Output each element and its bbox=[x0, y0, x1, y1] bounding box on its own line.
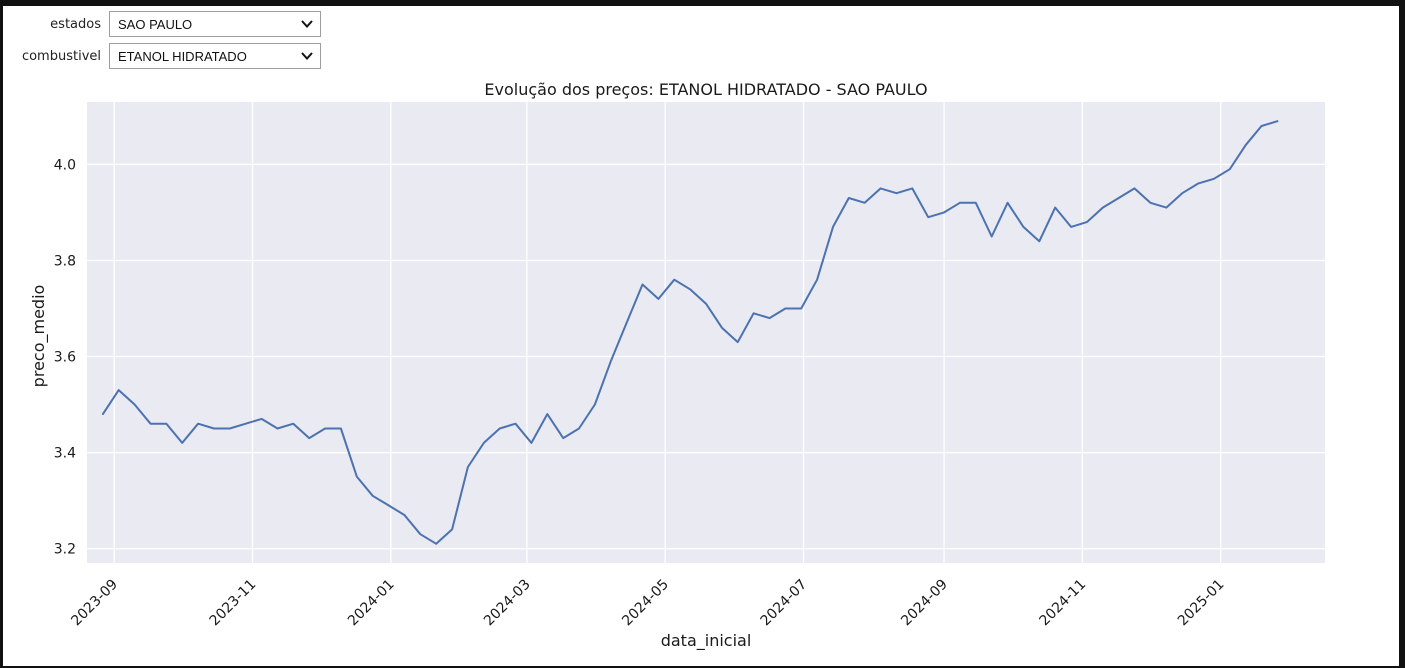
y-tick-label: 3.8 bbox=[54, 253, 76, 269]
x-tick-label: 2024-03 bbox=[481, 577, 534, 630]
combustivel-label: combustivel bbox=[21, 48, 101, 64]
x-tick-label: 2023-09 bbox=[68, 577, 121, 630]
combustivel-dropdown[interactable]: ETANOL HIDRATADO bbox=[109, 43, 321, 69]
price-chart: Evolução dos preços: ETANOL HIDRATADO - … bbox=[29, 80, 1325, 651]
y-tick-label: 3.2 bbox=[54, 542, 76, 558]
x-tick-label: 2025-01 bbox=[1175, 577, 1228, 630]
x-tick-label: 2024-01 bbox=[345, 577, 398, 630]
combustivel-control: combustivel ETANOL HIDRATADO bbox=[3, 42, 321, 70]
x-tick-label: 2024-09 bbox=[898, 577, 951, 630]
grid-lines bbox=[87, 102, 1325, 563]
notebook-output: estados SAO PAULO combustivel ETANOL HID… bbox=[3, 6, 1399, 666]
combustivel-value: ETANOL HIDRATADO bbox=[118, 48, 247, 64]
x-tick-label: 2023-11 bbox=[207, 577, 260, 630]
x-tick-label: 2024-07 bbox=[758, 577, 811, 630]
estados-value: SAO PAULO bbox=[118, 16, 193, 32]
chevron-down-icon bbox=[301, 20, 313, 28]
chevron-down-icon bbox=[301, 52, 313, 60]
series-lines bbox=[101, 120, 1279, 545]
y-tick-label: 3.4 bbox=[54, 446, 76, 462]
y-axis-label: preco_medio bbox=[29, 285, 49, 388]
y-tick-label: 4.0 bbox=[54, 157, 76, 173]
x-axis-label: data_inicial bbox=[661, 631, 752, 651]
x-tick-label: 2024-11 bbox=[1037, 577, 1090, 630]
series-line bbox=[101, 120, 1279, 545]
estados-dropdown[interactable]: SAO PAULO bbox=[109, 11, 321, 37]
estados-label: estados bbox=[50, 16, 101, 32]
chart-title: Evolução dos preços: ETANOL HIDRATADO - … bbox=[484, 80, 927, 99]
plot-area bbox=[87, 102, 1325, 563]
estados-control: estados SAO PAULO bbox=[3, 10, 321, 38]
x-tick-label: 2024-05 bbox=[619, 577, 672, 630]
y-tick-label: 3.6 bbox=[54, 350, 76, 366]
